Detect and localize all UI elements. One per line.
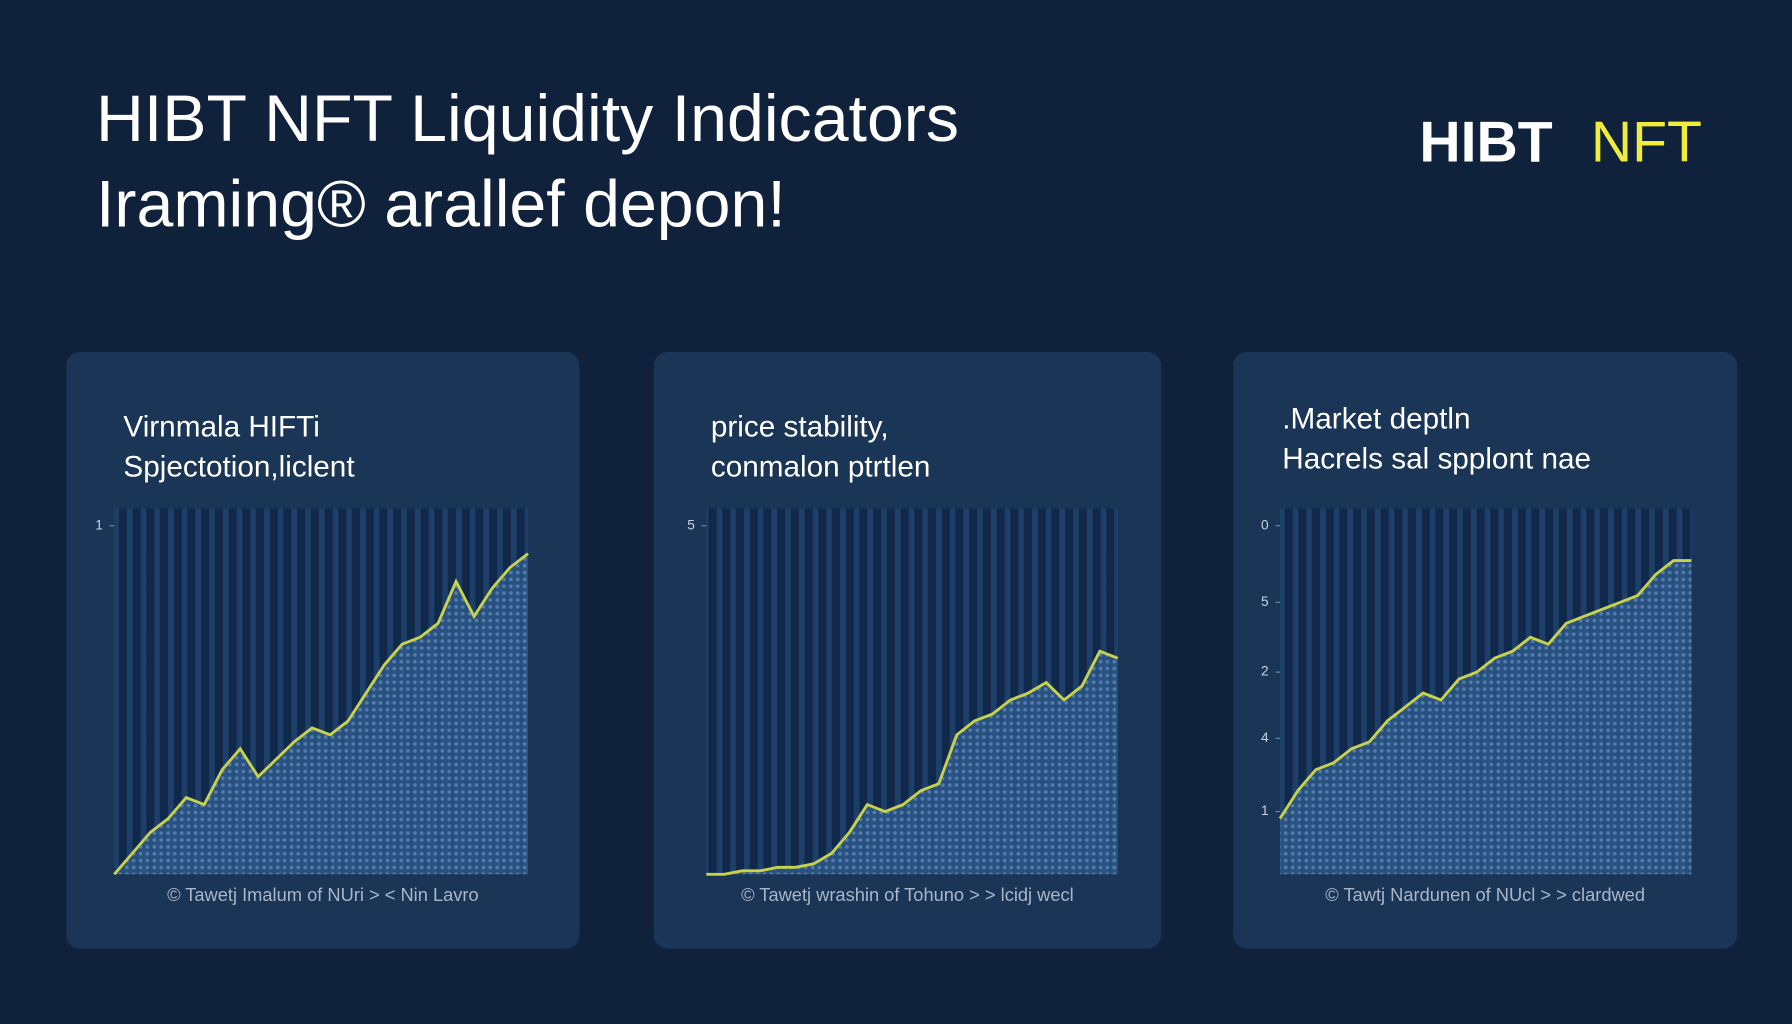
y-tick-label: 5 <box>687 517 695 532</box>
line <box>113 552 529 876</box>
line <box>1278 559 1692 820</box>
y-tick-label: 1 <box>1261 803 1269 818</box>
page-title: HIBT NFT Liquidity Indicators <box>96 82 959 156</box>
line <box>706 649 1119 876</box>
y-tick-label: 5 <box>1261 594 1269 609</box>
area-fill <box>1280 560 1692 875</box>
chart-title: price stability, <box>711 410 889 443</box>
y-tick-label: 2 <box>1261 664 1269 679</box>
chart-title: .Market deptln <box>1282 402 1470 435</box>
page-subtitle: Iraming® arallef depon! <box>96 168 786 242</box>
brand-name: HIBT <box>1419 110 1552 174</box>
y-tick-label: 4 <box>1261 730 1269 745</box>
chart-title: conmalon ptrtlen <box>711 450 931 483</box>
area-fill <box>706 651 1118 875</box>
chart-footer: © Tawtj Nardunen of NUcl > > clardwed <box>1325 884 1645 905</box>
brand-suffix: NFT <box>1591 110 1702 174</box>
y-tick-label: 0 <box>1261 517 1269 532</box>
y-tick-label: 1 <box>95 517 103 532</box>
chart-title: Spjectotion,liclent <box>123 450 355 483</box>
chart-title: Hacrels sal spplont nae <box>1282 442 1591 475</box>
chart-footer: © Tawetj Imalum of NUri > < Nin Lavro <box>167 884 479 905</box>
chart-footer: © Tawetj wrashin of Tohuno > > lcidj wec… <box>741 884 1074 905</box>
chart-title: Virnmala HIFTi <box>123 410 319 443</box>
